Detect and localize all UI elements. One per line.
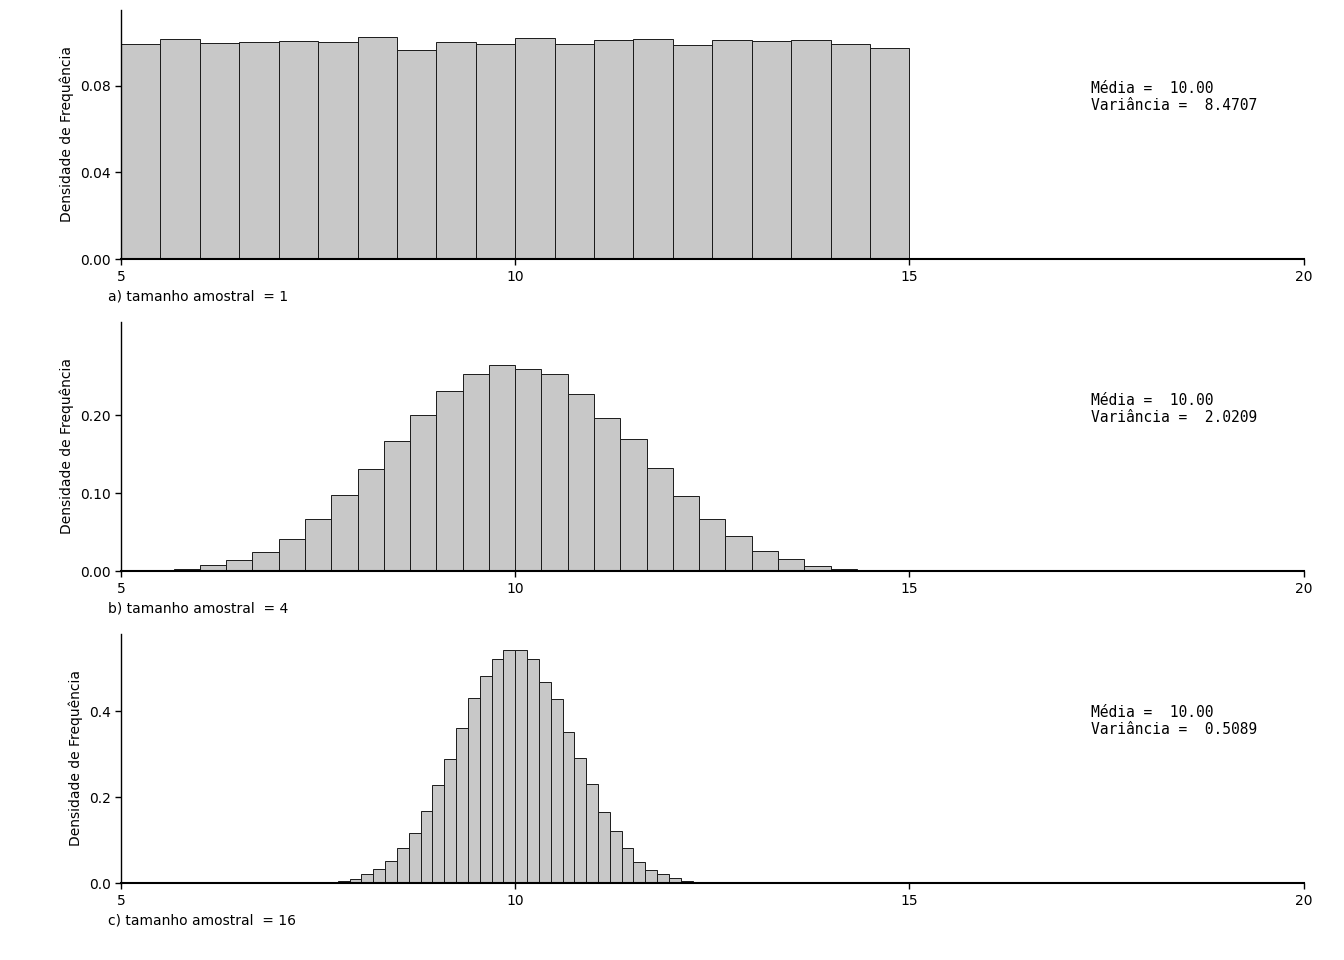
Bar <box>278 539 305 571</box>
Bar <box>515 38 555 259</box>
Bar <box>657 874 669 883</box>
Bar <box>598 811 610 883</box>
Bar <box>673 495 699 571</box>
Bar <box>792 39 831 259</box>
Bar <box>226 560 253 571</box>
Bar <box>337 881 349 883</box>
Bar <box>574 758 586 883</box>
Bar <box>437 42 476 259</box>
Bar <box>539 683 551 883</box>
Bar <box>331 495 358 571</box>
Bar <box>278 40 319 259</box>
Bar <box>555 43 594 259</box>
Bar <box>384 442 410 571</box>
Bar <box>374 869 386 883</box>
Bar <box>551 699 563 883</box>
Text: Média =  10.00
Variância =  2.0209: Média = 10.00 Variância = 2.0209 <box>1091 393 1257 425</box>
Bar <box>870 48 910 259</box>
Bar <box>421 811 433 883</box>
Y-axis label: Densidade de Frequência: Densidade de Frequência <box>69 670 83 847</box>
Bar <box>358 469 384 571</box>
Bar <box>489 365 515 571</box>
Bar <box>349 878 362 883</box>
Bar <box>594 418 621 571</box>
Bar <box>726 536 751 571</box>
Bar <box>621 439 646 571</box>
Bar <box>253 552 278 571</box>
Bar <box>200 42 239 259</box>
Bar <box>586 783 598 883</box>
Bar <box>433 785 445 883</box>
Bar <box>594 40 633 259</box>
Bar <box>515 369 542 571</box>
Bar <box>437 391 462 571</box>
Bar <box>645 870 657 883</box>
Bar <box>173 569 200 571</box>
Bar <box>409 832 421 883</box>
Bar <box>386 861 396 883</box>
Text: Média =  10.00
Variância =  0.5089: Média = 10.00 Variância = 0.5089 <box>1091 705 1257 737</box>
Bar <box>692 882 704 883</box>
Bar <box>410 416 437 571</box>
Text: c) tamanho amostral  = 16: c) tamanho amostral = 16 <box>108 914 296 928</box>
Bar <box>445 759 456 883</box>
Bar <box>542 373 567 571</box>
Bar <box>751 41 792 259</box>
Bar <box>239 42 278 259</box>
Bar <box>633 39 673 259</box>
Bar <box>480 676 492 883</box>
Bar <box>673 44 712 259</box>
Bar <box>751 551 778 571</box>
Bar <box>476 44 515 259</box>
Bar <box>567 395 594 571</box>
Bar <box>319 42 358 259</box>
Bar <box>778 560 804 571</box>
Bar <box>646 468 673 571</box>
Bar <box>669 878 681 883</box>
Bar <box>160 39 200 259</box>
Bar <box>712 40 751 259</box>
Bar <box>504 650 515 883</box>
Bar <box>804 566 831 571</box>
Bar <box>121 44 160 259</box>
Bar <box>699 518 726 571</box>
Bar <box>622 849 633 883</box>
Bar <box>468 698 480 883</box>
Bar <box>456 728 468 883</box>
Text: a) tamanho amostral  = 1: a) tamanho amostral = 1 <box>108 290 288 304</box>
Bar <box>305 519 331 571</box>
Bar <box>462 373 489 571</box>
Y-axis label: Densidade de Frequência: Densidade de Frequência <box>59 46 74 223</box>
Bar <box>610 831 622 883</box>
Bar <box>515 650 527 883</box>
Bar <box>358 37 396 259</box>
Bar <box>396 848 409 883</box>
Y-axis label: Densidade de Frequência: Densidade de Frequência <box>59 358 74 535</box>
Text: b) tamanho amostral  = 4: b) tamanho amostral = 4 <box>108 602 288 616</box>
Bar <box>492 659 504 883</box>
Bar <box>563 732 574 883</box>
Bar <box>200 565 226 571</box>
Bar <box>831 44 870 259</box>
Bar <box>681 880 692 883</box>
Bar <box>396 50 437 259</box>
Bar <box>633 862 645 883</box>
Text: Média =  10.00
Variância =  8.4707: Média = 10.00 Variância = 8.4707 <box>1091 81 1257 113</box>
Bar <box>362 875 374 883</box>
Bar <box>527 659 539 883</box>
Bar <box>831 569 857 571</box>
